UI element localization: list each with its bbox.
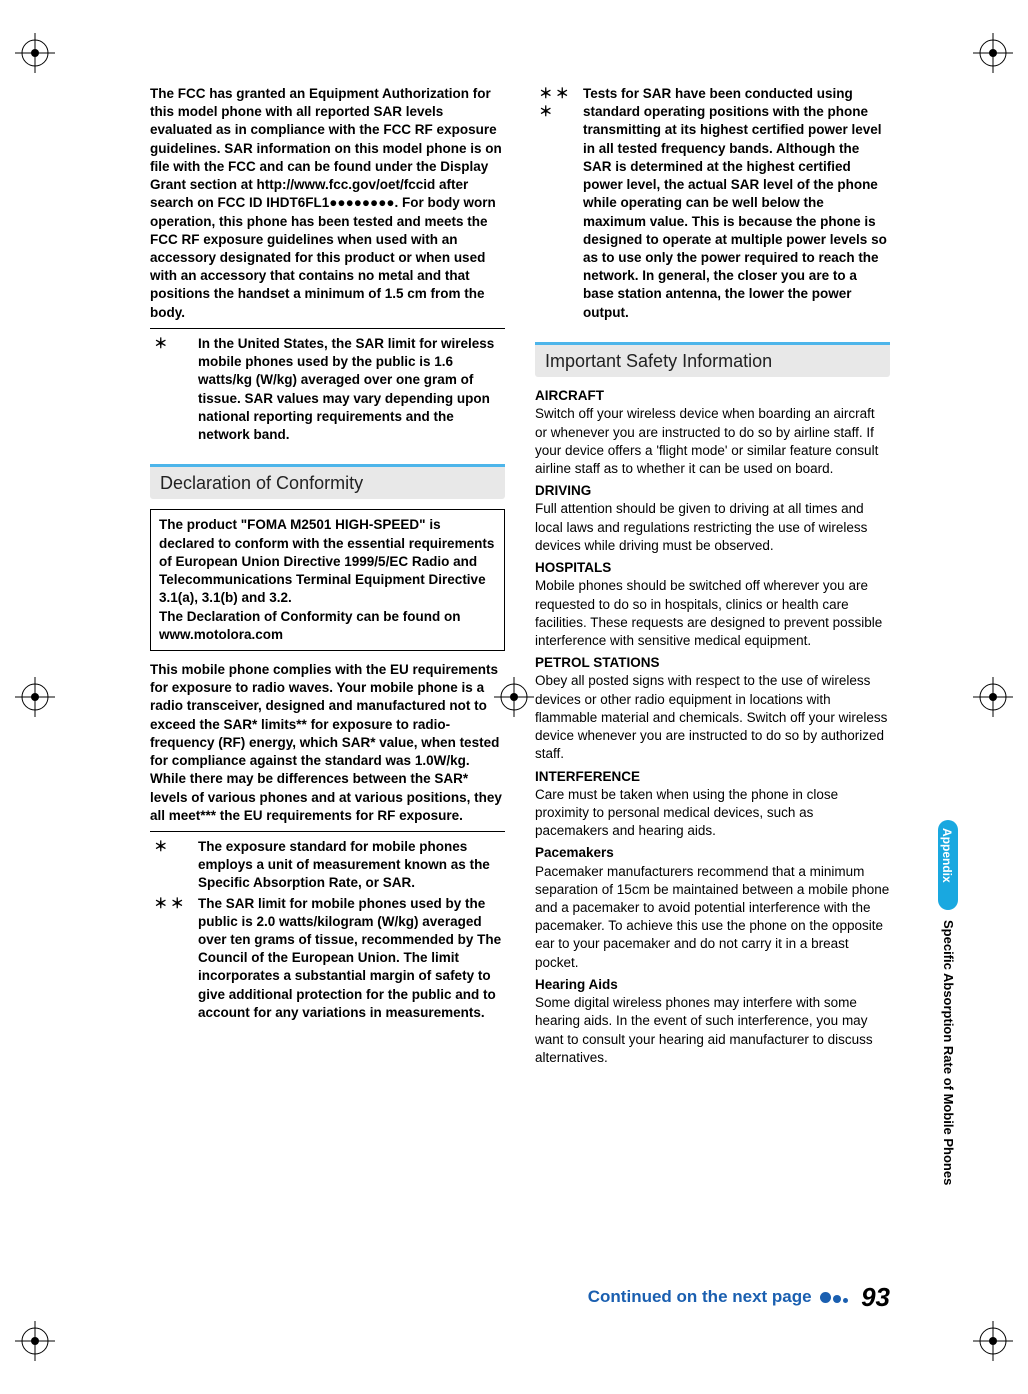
footnote-text: The exposure standard for mobile phones …: [198, 838, 505, 893]
footnote-sar-limit: ＊＊ The SAR limit for mobile phones used …: [150, 895, 505, 1023]
registration-mark-icon: [15, 33, 55, 73]
driving-text: Full attention should be given to drivin…: [535, 500, 890, 555]
footnote-mark: ＊: [150, 838, 198, 893]
pacemakers-text: Pacemaker manufacturers recommend that a…: [535, 863, 890, 972]
trailing-dots-icon: [820, 1288, 848, 1308]
registration-mark-icon: [494, 677, 534, 717]
page-content: The FCC has granted an Equipment Authori…: [150, 85, 890, 1067]
footnote-text: The SAR limit for mobile phones used by …: [198, 895, 505, 1023]
hospitals-text: Mobile phones should be switched off whe…: [535, 577, 890, 650]
footnote-text: In the United States, the SAR limit for …: [198, 335, 505, 444]
page-number: 93: [861, 1282, 890, 1312]
footnote-us-sar: ＊ In the United States, the SAR limit fo…: [150, 335, 505, 444]
divider: [150, 328, 505, 329]
registration-mark-icon: [973, 1321, 1013, 1361]
interference-heading: INTERFERENCE: [535, 768, 890, 786]
petrol-text: Obey all posted signs with respect to th…: [535, 672, 890, 763]
conformity-box: The product "FOMA M2501 HIGH-SPEED" is d…: [150, 509, 505, 651]
section-safety-heading: Important Safety Information: [535, 342, 890, 377]
aircraft-text: Switch off your wireless device when boa…: [535, 405, 890, 478]
registration-mark-icon: [15, 1321, 55, 1361]
column-right: ＊＊＊ Tests for SAR have been conducted us…: [535, 85, 890, 1067]
interference-text: Care must be taken when using the phone …: [535, 786, 890, 841]
driving-heading: DRIVING: [535, 482, 890, 500]
registration-mark-icon: [15, 677, 55, 717]
footnote-mark: ＊: [150, 335, 198, 444]
registration-mark-icon: [973, 677, 1013, 717]
divider: [150, 831, 505, 832]
footnote-mark: ＊＊: [150, 895, 198, 1023]
aircraft-heading: AIRCRAFT: [535, 387, 890, 405]
footnote-sar-tests: ＊＊＊ Tests for SAR have been conducted us…: [535, 85, 890, 322]
registration-mark-icon: [973, 33, 1013, 73]
pacemakers-heading: Pacemakers: [535, 844, 890, 862]
petrol-heading: PETROL STATIONS: [535, 654, 890, 672]
hospitals-heading: HOSPITALS: [535, 559, 890, 577]
footnote-mark: ＊＊＊: [535, 85, 583, 322]
footnote-sar-def: ＊ The exposure standard for mobile phone…: [150, 838, 505, 893]
continued-text: Continued on the next page: [588, 1287, 812, 1306]
side-tab-appendix: Appendix: [938, 820, 958, 910]
side-running-title: Specific Absorption Rate of Mobile Phone…: [941, 920, 956, 1185]
section-declaration-heading: Declaration of Conformity: [150, 464, 505, 499]
hearing-heading: Hearing Aids: [535, 976, 890, 994]
fcc-intro: The FCC has granted an Equipment Authori…: [150, 85, 505, 322]
column-left: The FCC has granted an Equipment Authori…: [150, 85, 505, 1067]
eu-paragraph: This mobile phone complies with the EU r…: [150, 661, 505, 825]
side-tab-label: Appendix: [940, 828, 954, 883]
hearing-text: Some digital wireless phones may interfe…: [535, 994, 890, 1067]
page-footer: Continued on the next page 93: [150, 1282, 890, 1313]
footnote-text: Tests for SAR have been conducted using …: [583, 85, 890, 322]
